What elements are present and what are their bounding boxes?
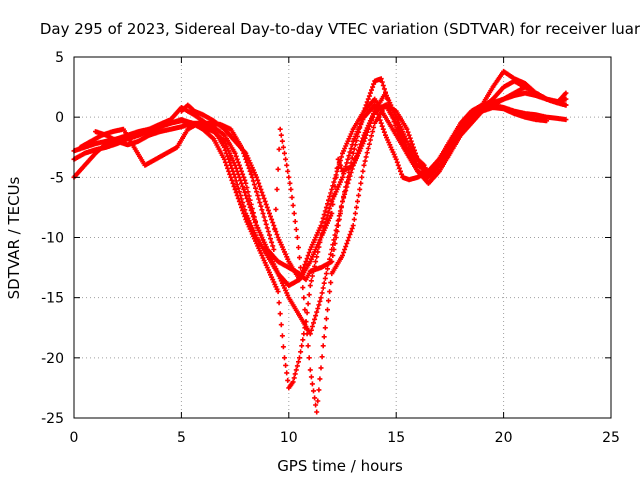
y-tick-label: -15 <box>41 291 64 307</box>
y-tick-label: -5 <box>50 170 64 186</box>
series-1 <box>71 96 569 289</box>
series-1-points <box>71 96 569 289</box>
chart-title: Day 295 of 2023, Sidereal Day-to-day VTE… <box>40 20 640 38</box>
y-tick-label: -20 <box>41 351 64 367</box>
x-axis-label: GPS time / hours <box>277 457 403 475</box>
y-tick-label: 0 <box>55 110 64 126</box>
x-tick-label: 25 <box>602 430 620 446</box>
x-tick-label: 20 <box>495 430 513 446</box>
grid-lines <box>74 57 611 418</box>
x-tick-label: 15 <box>387 430 405 446</box>
x-tick-label: 0 <box>70 430 79 446</box>
y-axis-label: SDTVAR / TECUs <box>5 176 23 299</box>
y-tick-label: -10 <box>41 231 64 247</box>
y-tick-label: -25 <box>41 411 64 427</box>
series-6-points <box>93 68 569 283</box>
y-tick-label: 5 <box>55 50 64 66</box>
data-marks <box>71 68 569 415</box>
x-tick-label: 5 <box>177 430 186 446</box>
x-tick-label: 10 <box>280 430 298 446</box>
axis-ticks: 0 5 10 15 20 25 5 0 -5 -10 -15 -20 -25 <box>41 50 620 446</box>
series-6 <box>93 68 569 283</box>
